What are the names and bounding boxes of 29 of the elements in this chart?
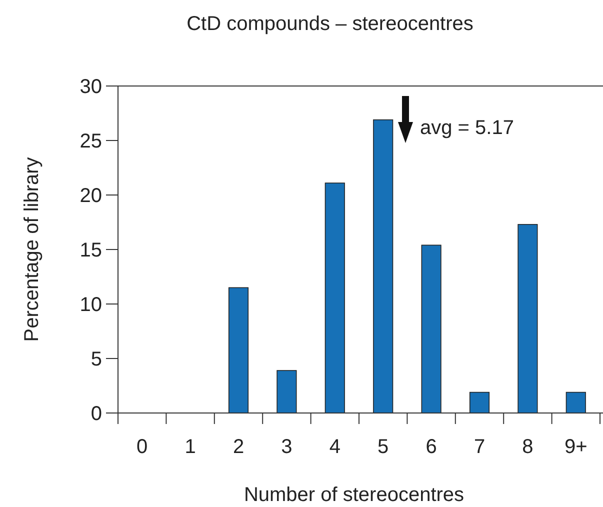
y-tick-label: 15	[80, 240, 102, 262]
bar	[324, 182, 345, 414]
x-tick-label: 6	[426, 436, 437, 458]
y-tick-label: 20	[80, 185, 102, 207]
chart-title: CtD compounds – stereocentres	[186, 13, 474, 35]
x-tick-label: 1	[184, 436, 196, 458]
y-tick-label: 30	[80, 76, 102, 98]
y-tick-label: 5	[90, 348, 102, 370]
x-axis-title: Number of stereocentres	[244, 484, 464, 506]
bar	[469, 392, 490, 414]
annotation: avg = 5.17	[420, 117, 514, 139]
bar	[276, 370, 297, 414]
x-tick-label: 4	[329, 436, 340, 458]
bar	[518, 224, 538, 414]
y-tick-label: 10	[80, 294, 102, 316]
bar	[566, 392, 586, 414]
x-tick-label: 5	[378, 436, 389, 458]
x-tick-label: 2	[232, 436, 244, 458]
x-tick-label: 0	[136, 436, 148, 458]
y-axis-title: Percentage of library	[21, 157, 43, 342]
bar	[373, 119, 394, 414]
x-tick-label: 8	[522, 436, 534, 458]
x-tick-label: 9+	[564, 436, 588, 458]
x-tick-label: 7	[474, 436, 486, 458]
x-tick-label: 3	[281, 436, 292, 458]
bar	[421, 244, 442, 414]
bar	[228, 287, 249, 414]
y-tick-label: 0	[90, 403, 102, 425]
y-tick-label: 25	[80, 130, 102, 152]
